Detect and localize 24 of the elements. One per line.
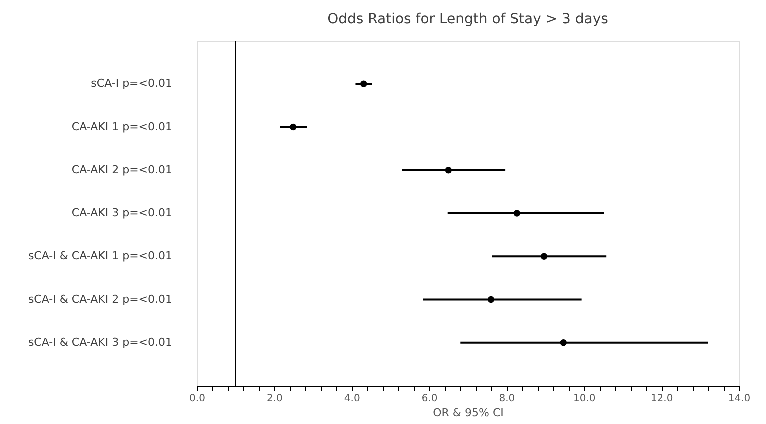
point [290, 124, 297, 131]
x-tick-label: 4.0 [344, 394, 360, 404]
point [560, 340, 567, 346]
point [514, 210, 521, 217]
point [360, 80, 368, 88]
point [488, 296, 495, 304]
x-axis-title: OR & 95% CI [433, 406, 504, 420]
x-tick-label: 0.0 [190, 394, 206, 404]
y-tick-label: CA-AKI 3 p=<0.01 [72, 206, 172, 220]
x-tick-label: 10.0 [574, 394, 596, 404]
x-tick-label: 8.0 [499, 394, 516, 404]
y-tick-label: CA-AKI 2 p=<0.01 [72, 163, 172, 176]
point [540, 253, 548, 260]
y-tick-label: sCA-I & CA-AKI 1 p=<0.01 [28, 250, 172, 263]
point [445, 167, 452, 174]
y-tick-label: sCA-I p=<0.01 [91, 77, 172, 90]
chart-title: Odds Ratios for Length of Stay > 3 days [328, 12, 608, 28]
x-tick-label: 6.0 [422, 394, 438, 404]
y-tick-label: sCA-I & CA-AKI 2 p=<0.01 [28, 292, 172, 306]
x-tick-label: 12.0 [650, 394, 674, 404]
x-tick-label: 14.0 [728, 394, 751, 404]
y-tick-label: sCA-I & CA-AKI 3 p=<0.01 [28, 336, 172, 349]
y-tick-label: CA-AKI 1 p=<0.01 [72, 120, 172, 134]
x-tick-label: 2.0 [266, 394, 283, 404]
